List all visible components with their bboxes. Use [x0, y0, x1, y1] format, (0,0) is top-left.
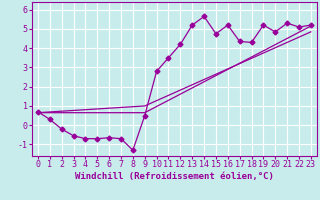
X-axis label: Windchill (Refroidissement éolien,°C): Windchill (Refroidissement éolien,°C)	[75, 172, 274, 181]
